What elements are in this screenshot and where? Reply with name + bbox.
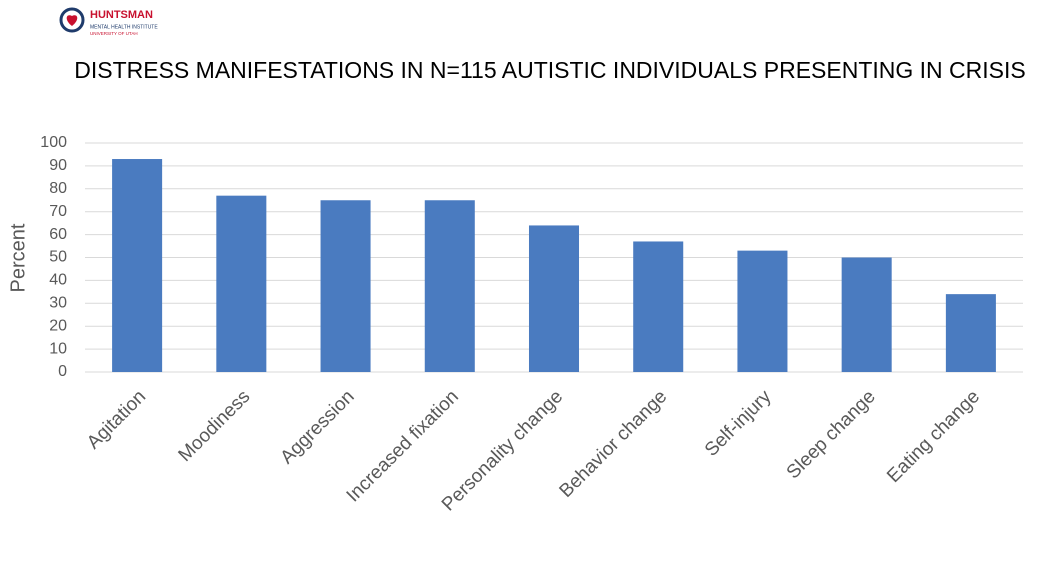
x-tick-label: Aggression xyxy=(277,386,359,468)
x-tick-label: Moodiness xyxy=(175,386,255,466)
bar xyxy=(112,159,163,372)
logo: HUNTSMAN MENTAL HEALTH INSTITUTE UNIVERS… xyxy=(59,7,158,36)
logo-ring xyxy=(59,7,85,33)
bar xyxy=(216,195,267,372)
y-tick-label: 30 xyxy=(49,295,67,312)
x-tick-label: Behavior change xyxy=(556,386,672,502)
y-tick-label: 10 xyxy=(49,340,67,357)
logo-heart xyxy=(66,15,78,26)
x-tick-label: Agitation xyxy=(83,386,150,453)
bar xyxy=(945,294,996,372)
y-tick-label: 70 xyxy=(49,203,67,220)
logo-name: HUNTSMAN xyxy=(90,9,153,21)
bar xyxy=(737,250,788,372)
x-tick-label: Eating change xyxy=(883,386,984,487)
x-tick-label: Self-injury xyxy=(701,386,776,461)
y-tick-label: 0 xyxy=(58,363,67,380)
y-tick-label: 90 xyxy=(49,157,67,174)
y-tick-label: 20 xyxy=(49,317,67,334)
y-tick-label: 100 xyxy=(40,134,67,151)
bar xyxy=(320,200,371,372)
y-tick-label: 40 xyxy=(49,272,67,289)
logo-subtitle: MENTAL HEALTH INSTITUTE xyxy=(90,24,158,30)
logo-university: UNIVERSITY OF UTAH xyxy=(90,31,138,36)
y-tick-label: 50 xyxy=(49,249,67,266)
bar xyxy=(528,225,580,372)
y-tick-label: 60 xyxy=(49,226,67,243)
bar xyxy=(841,257,892,372)
y-tick-label: 80 xyxy=(49,180,67,197)
chart-title: DISTRESS MANIFESTATIONS IN N=115 AUTISTI… xyxy=(74,57,1025,83)
bar xyxy=(633,241,684,372)
x-tick-label: Sleep change xyxy=(783,386,880,483)
x-tick-label: Increased fixation xyxy=(343,386,463,506)
y-axis-label: Percent xyxy=(7,223,29,292)
bar xyxy=(424,200,475,372)
